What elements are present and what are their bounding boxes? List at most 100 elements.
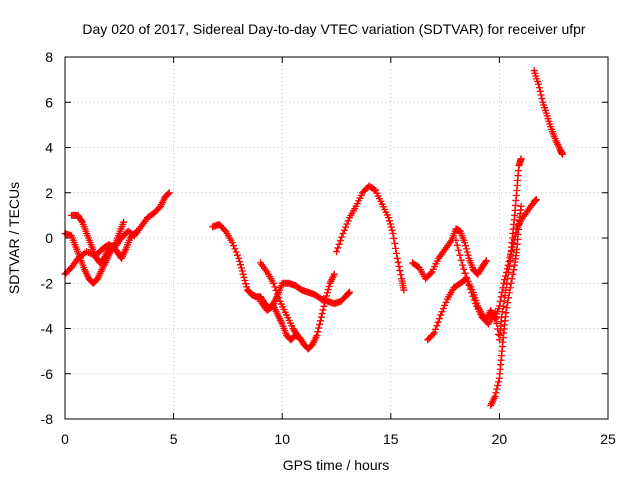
series-arc-7 [333,182,408,294]
data-point-arc-11 [503,304,511,312]
data-point-arc-10 [461,269,469,277]
data-point-arc-11 [508,275,516,283]
data-point-arc-10 [495,330,503,338]
y-tick-labels: -8 -6 -4 -2 0 2 4 6 8 [41,49,54,427]
data-point-arc-7 [339,229,347,237]
data-point-arc-10 [493,320,501,328]
data-point-arc-9 [509,239,517,247]
data-point-arc-12 [537,91,545,99]
data-point-arc-7 [370,186,378,194]
x-tick-label: 20 [492,431,508,447]
data-point-arc-4 [228,239,236,247]
y-tick-label: 0 [45,230,53,246]
data-point-arc-5 [316,320,324,328]
data-point-arc-1 [164,190,172,198]
series-arc-12 [530,67,566,158]
data-point-arc-4 [241,277,249,285]
data-point-arc-11 [495,378,503,386]
data-point-arc-11 [492,389,500,397]
y-tick-label: -4 [41,321,54,337]
x-tick-label: 10 [274,431,290,447]
data-point-arc-11 [493,385,501,393]
data-point-arc-11 [505,294,513,302]
data-point-arc-9 [433,322,441,330]
data-point-arc-6 [293,330,301,338]
data-point-arc-11 [509,270,517,278]
data-point-arc-4 [242,280,250,288]
grid-lines [65,57,608,419]
data-point-arc-5 [313,331,321,339]
x-axis-label: GPS time / hours [283,457,390,473]
data-point-arc-6 [273,290,281,298]
data-point-arc-8 [481,258,489,266]
x-tick-label: 15 [383,431,399,447]
data-point-arc-12 [536,87,544,95]
plot-frame [64,56,609,420]
data-point-arc-10 [517,155,525,163]
data-point-arc-10 [452,236,460,244]
data-point-arc-4 [238,267,246,275]
data-point-arc-5 [322,295,330,303]
x-tick-label: 25 [600,431,616,447]
data-point-arc-11 [494,382,502,390]
data-point-arc-4 [233,251,241,259]
data-point-arc-5 [323,292,331,300]
data-point-arc-4 [230,242,238,250]
data-point-arc-4 [236,258,244,266]
data-point-arc-5 [323,289,331,297]
data-point-arc-11 [506,284,514,292]
data-point-arc-7 [396,267,404,275]
data-point-arc-7 [386,220,394,228]
data-point-arc-7 [389,229,397,237]
data-point-arc-7 [385,217,393,225]
data-point-arc-3 [131,229,139,237]
data-point-arc-4 [231,245,239,253]
data-point-arc-11 [502,309,510,317]
axis-ticks [64,56,609,420]
data-point-arc-11 [517,202,525,210]
data-point-arc-5 [321,299,329,307]
data-point-arc-6 [270,279,278,287]
series-arc-8 [409,225,490,283]
data-point-arc-9 [441,301,449,309]
data-point-arc-7 [342,223,350,231]
y-tick-label: 4 [45,140,53,156]
data-point-arc-12 [534,80,542,88]
data-point-arc-3 [78,217,86,225]
data-point-arc-5 [314,328,322,336]
data-point-arc-11 [504,299,512,307]
data-point-arc-9 [501,276,509,284]
data-point-arc-6 [293,331,301,339]
y-tick-label: -2 [41,275,54,291]
data-point-arc-9 [442,298,450,306]
data-point-arc-5 [318,310,326,318]
data-point-arc-2 [120,218,128,226]
data-point-arc-6 [271,283,279,291]
data-point-arc-10 [498,308,506,316]
data-point-arc-9 [437,311,445,319]
data-point-arc-8 [462,242,470,250]
data-point-arc-10 [460,265,468,273]
data-point-arc-5 [325,282,333,290]
data-point-arc-8 [482,257,490,265]
data-point-arc-5 [316,317,324,325]
data-point-arc-7 [388,226,396,234]
data-point-arc-8 [464,251,472,259]
data-point-arc-10 [491,309,499,317]
data-point-arc-8 [463,248,471,256]
data-point-arc-10 [464,277,472,285]
chart-title: Day 020 of 2017, Sidereal Day-to-day VTE… [82,21,586,37]
data-point-arc-7 [338,233,346,241]
data-point-arc-7 [395,263,403,271]
series-arc-3 [68,211,141,267]
data-point-arc-11 [491,392,499,400]
data-point-arc-9 [504,261,512,269]
data-point-arc-12 [538,95,546,103]
series-arc-6 [256,259,301,339]
x-tick-labels: 0 5 10 15 20 25 [61,431,616,447]
data-point-arc-11 [505,289,513,297]
data-point-arc-4 [346,288,354,296]
data-point-arc-7 [392,244,400,252]
y-tick-label: -8 [41,411,54,427]
data-point-arc-6 [272,286,280,294]
